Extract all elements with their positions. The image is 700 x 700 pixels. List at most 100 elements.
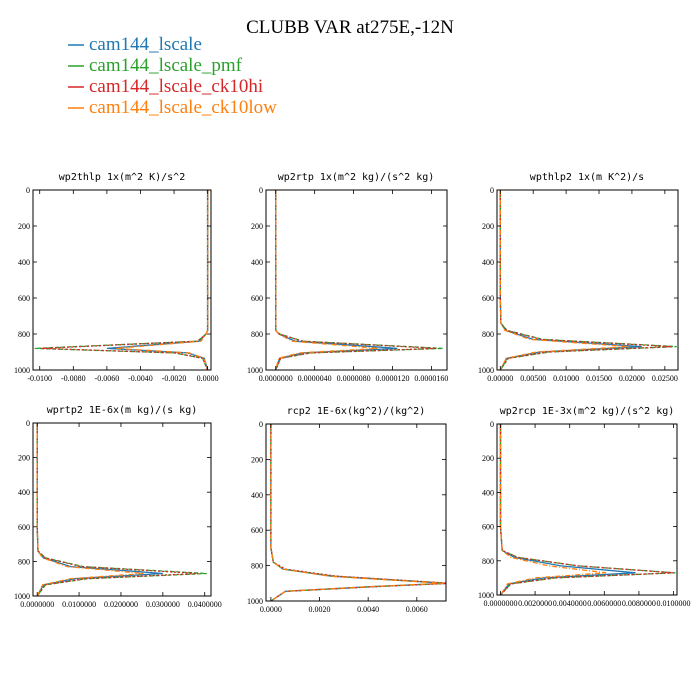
x-tick-label: -0.0020 [162,374,187,383]
y-tick-label: 800 [18,557,30,566]
x-tick-label: 0.0000040 [298,374,332,383]
series-line-cam144_lscale_ck10hi [499,424,674,595]
plot-frame [265,423,447,602]
y-tick-label: 1000 [478,591,494,600]
y-tick-label: 400 [251,258,263,267]
plot-frame [265,189,448,371]
x-tick-label: 0.0000000 [259,374,293,383]
y-tick-label: 400 [18,258,30,267]
y-tick-label: 0 [259,420,263,429]
y-tick-label: 600 [251,526,263,535]
x-tick-label: 0.00000 [487,374,513,383]
x-tick-label: 0.02500 [652,374,678,383]
legend-label: cam144_lscale_ck10low [89,97,277,118]
x-tick-label: 0.0020000 [518,599,552,608]
y-tick-label: 1000 [247,366,263,375]
y-tick-label: 400 [18,488,30,497]
figure-title: CLUBB VAR at275E,-12N [246,17,454,38]
y-tick-label: 0 [26,419,30,428]
panel-title: wpthlp2 1x(m K^2)/s [530,172,644,183]
series-group [270,424,446,601]
y-tick-label: 200 [251,222,263,231]
y-tick-label: 0 [26,186,30,195]
x-tick-label: 0.0000000 [20,600,54,609]
panel-title: wprtp2 1E-6x(m kg)/(s kg) [47,405,198,416]
y-tick-label: 0 [259,186,263,195]
legend-label: cam144_lscale [89,34,202,55]
legend: cam144_lscalecam144_lscale_pmfcam144_lsc… [68,34,277,118]
legend-entry: cam144_lscale_ck10low [68,97,277,118]
x-tick-label: 0.0040 [357,605,379,614]
y-tick-label: 400 [251,491,263,500]
y-tick-label: 1000 [14,592,30,601]
legend-entry: cam144_lscale_ck10hi [68,76,263,97]
y-tick-label: 800 [18,330,30,339]
y-tick-label: 200 [482,454,494,463]
chart-panel: wp2rtp 1x(m^2 kg)/(s^2 kg) 0 200 400 600 800 1… [247,172,448,383]
x-tick-label: 0.00500 [520,374,546,383]
y-tick-label: 600 [482,294,494,303]
x-tick-label: 0.01000 [553,374,579,383]
x-tick-label: 0.0200000 [104,600,138,609]
y-tick-label: 200 [18,222,30,231]
chart-panel: wp2rcp 1E-3x(m^2 kg)/(s^2 kg) 0 200 400 600 8… [478,406,691,608]
x-tick-label: 0.0060000 [587,599,621,608]
x-tick-label: -0.0040 [128,374,153,383]
x-tick-label: 0.0000 [197,374,219,383]
chart-panel: rcp2 1E-6x(kg^2)/(kg^2) 0 200 400 600 800 1000… [247,406,447,614]
x-tick-label: 0.02000 [619,374,645,383]
x-tick-label: 0.0020 [309,605,331,614]
x-tick-label: 0.0100000 [657,599,691,608]
x-tick-label: 0.0060 [406,605,428,614]
series-group [34,190,209,370]
x-tick-label: 0.0000000 [483,599,517,608]
y-tick-label: 1000 [478,366,494,375]
y-tick-label: 600 [251,294,263,303]
series-group [499,190,677,370]
chart-panel: wp2thlp 1x(m^2 K)/s^202004006008001000-0… [14,172,219,383]
chart-panel: wpthlp2 1x(m K^2)/s020040060080010000.00… [478,172,679,383]
series-group [499,424,676,595]
plot-frame [32,422,212,597]
series-line-cam144_lscale_ck10low [499,424,607,595]
y-tick-label: 0 [490,420,494,429]
x-tick-label: 0.0400000 [188,600,222,609]
x-tick-label: -0.0080 [61,374,86,383]
series-line-cam144_lscale_ck10low [36,423,145,596]
y-tick-label: 1000 [247,597,263,606]
y-tick-label: 800 [482,330,494,339]
x-tick-label: 0.0100000 [62,600,96,609]
y-tick-label: 800 [251,562,263,571]
series-line-cam144_lscale_ck10hi [270,424,446,601]
panel-title: wp2rcp 1E-3x(m^2 kg)/(s^2 kg) [500,406,675,417]
series-line-cam144_lscale_ck10low [275,190,378,370]
x-tick-label: 0.01500 [586,374,612,383]
y-tick-label: 1000 [14,366,30,375]
y-tick-label: 400 [482,488,494,497]
y-tick-label: 200 [482,222,494,231]
series-group [275,190,444,370]
x-tick-label: 0.0040000 [553,599,587,608]
y-tick-label: 600 [18,294,30,303]
chart-panel: wprtp2 1E-6x(m kg)/(s kg) 0 200 400 600 800 10… [14,405,222,609]
series-line-cam144_lscale_ck10low [270,424,444,601]
x-tick-label: -0.0060 [95,374,120,383]
panel-title: wp2rtp 1x(m^2 kg)/(s^2 kg) [278,172,435,183]
y-tick-label: 600 [18,523,30,532]
y-tick-label: 200 [18,454,30,463]
legend-label: cam144_lscale_ck10hi [89,76,263,97]
series-line-cam144_lscale_ck10hi [41,190,209,370]
series-line-cam144_lscale_ck10low [115,190,209,370]
series-group [36,423,207,596]
panel-title: rcp2 1E-6x(kg^2)/(kg^2) [287,406,425,417]
x-tick-label: 0.0000 [260,605,282,614]
y-tick-label: 800 [251,330,263,339]
legend-label: cam144_lscale_pmf [89,55,243,76]
series-line-cam144_lscale_pmf [34,190,209,370]
x-tick-label: 0.0080000 [622,599,656,608]
series-line-cam144_lscale_ck10hi [499,190,672,370]
y-tick-label: 400 [482,258,494,267]
x-tick-label: 0.0000120 [376,374,410,383]
series-line-cam144_lscale_ck10hi [275,190,437,370]
